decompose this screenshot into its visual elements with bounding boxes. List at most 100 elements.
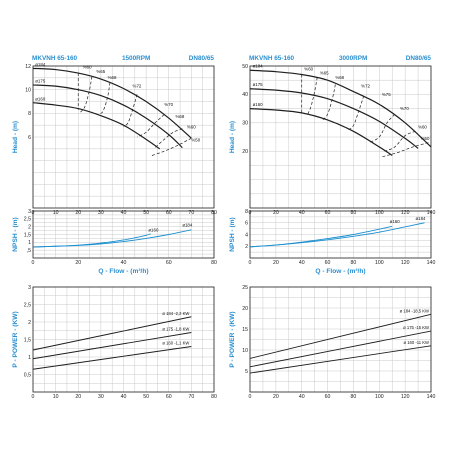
chart-size-label: DN80/65	[189, 55, 215, 62]
x-tick-label: 80	[351, 394, 357, 400]
y-tick-label: 1,5	[24, 337, 31, 343]
efficiency-curve	[136, 114, 165, 138]
curve-annotation: ø160	[148, 227, 159, 232]
y-tick-label: 2,5	[24, 217, 31, 223]
y-tick-label: 2,5	[24, 302, 31, 308]
x-tick-label: 20	[75, 394, 81, 400]
curve-annotation: ø184	[35, 62, 46, 67]
grid-lines	[249, 65, 432, 209]
y-tick-label: 15	[242, 327, 248, 333]
x-tick-label: 50	[143, 394, 149, 400]
y-tick-labels: 6 8 10 12	[25, 64, 31, 141]
chart-model-title: MKVNH 65-160	[249, 55, 295, 62]
curve-annotation: ø175	[35, 79, 46, 84]
curve-annotation: %72	[361, 83, 370, 88]
grid-lines	[32, 65, 215, 209]
grid-lines	[249, 286, 432, 393]
y-tick-labels: ,5 1 1,5 22,5 3	[24, 209, 31, 254]
x-tick-label: 100	[375, 260, 384, 266]
curve-annotation: ø184	[182, 223, 193, 228]
chart-size-label: DN80/65	[406, 55, 432, 62]
y-tick-label: 1	[28, 240, 31, 246]
curve-annotation: %60	[418, 124, 427, 129]
c4-head-chart: MKVNH 65-1603000RPMDN80/6502040608010012…	[229, 55, 435, 216]
y-tick-label: 8	[28, 111, 31, 117]
plot-frame	[249, 65, 432, 209]
y-tick-label: 5	[245, 369, 248, 375]
x-tick-label: 120	[401, 394, 410, 400]
efficiency-curve	[306, 77, 318, 116]
series-line	[32, 102, 161, 150]
curve-annotation: %72	[133, 83, 142, 88]
series-label: ø 175 -1,8 KW	[162, 327, 189, 332]
y-tick-label: 2	[28, 320, 31, 326]
x-axis-label: Q - Flow - (m³/h)	[315, 268, 365, 275]
plot-frame	[249, 210, 432, 259]
y-tick-label: 10	[25, 87, 31, 93]
y-tick-label: 0,5	[24, 372, 31, 378]
y-tick-label: 8	[245, 209, 248, 215]
x-tick-labels: 0 10 20 30 40 50 60 70 80	[32, 394, 217, 400]
y-tick-label: 3	[28, 285, 31, 291]
series-line	[249, 108, 393, 156]
series-lines: ø 184 -18,5 KW ø 175 -15 KW ø 160 -11 KW	[249, 308, 432, 374]
x-tick-label: 40	[121, 260, 127, 266]
curve-annotations: ø184 ø175 ø160 %60 %65 %68 %72 %75 %70 %60 %50	[253, 63, 430, 140]
series-line	[249, 225, 393, 248]
x-tick-label: 80	[351, 260, 357, 266]
y-tick-label: 6	[28, 135, 31, 141]
y-tick-label: 2	[245, 244, 248, 250]
series-label: ø 184 -18,5 KW	[400, 308, 429, 313]
x-tick-label: 30	[98, 394, 104, 400]
y-tick-label: ,5	[27, 248, 31, 254]
x-tick-label: 80	[211, 260, 217, 266]
y-tick-label: 6	[245, 221, 248, 227]
curve-annotation: %70	[164, 102, 173, 107]
efficiency-curve	[123, 94, 138, 127]
series-line	[249, 330, 432, 368]
efficiency-curve	[154, 128, 183, 148]
curve-annotation: %65	[320, 71, 329, 76]
chart-speed-label: 1500RPM	[122, 55, 150, 62]
series-line	[32, 84, 183, 149]
curve-annotation: ø184	[253, 63, 264, 68]
series-line	[249, 69, 432, 148]
series-label: ø 175 -15 KW	[403, 325, 429, 330]
c2-npsh-chart: 0 20 40 60 80 ,5 1 1,5 22,5 3 NPSH - (m) Q - Flow -…	[12, 209, 217, 275]
curve-annotation: %60	[304, 66, 313, 71]
x-tick-label: 0	[32, 260, 35, 266]
x-axis-label: Q - Flow - (m³/h)	[98, 268, 148, 275]
series-label: ø 160 -11 KW	[403, 340, 429, 345]
efficiency-curves	[77, 73, 192, 157]
series-line	[32, 346, 192, 370]
y-tick-label: 4	[245, 232, 248, 238]
x-tick-label: 0	[249, 394, 252, 400]
efficiency-curve	[80, 76, 93, 113]
curve-annotations: ø160 ø184	[390, 216, 426, 224]
efficiency-curve	[348, 95, 365, 131]
curve-annotation: %50	[191, 138, 200, 143]
x-tick-label: 40	[299, 260, 305, 266]
grid-lines	[249, 210, 432, 259]
y-tick-label: 50	[242, 64, 248, 70]
series-line	[32, 233, 151, 248]
curve-annotation: %60	[83, 64, 92, 69]
series-lines: ø 184 -2,2 KW ø 175 -1,8 KW ø 160 -1,1 KW	[32, 311, 192, 370]
y-tick-label: 1	[28, 355, 31, 361]
x-tick-label: 10	[53, 394, 59, 400]
x-tick-label: 20	[273, 260, 279, 266]
grid-lines	[32, 286, 215, 393]
c1-head-chart: MKVNH 65-1601500RPMDN80/6501020304050607…	[12, 55, 217, 216]
y-tick-label: 20	[242, 306, 248, 312]
x-tick-label: 20	[273, 394, 279, 400]
curve-annotations: ø160 ø184	[148, 223, 193, 233]
x-tick-label: 60	[166, 260, 172, 266]
y-tick-label: 12	[25, 64, 31, 70]
y-tick-labels: 2 4 6 8	[245, 209, 248, 250]
x-tick-label: 70	[188, 394, 194, 400]
curve-annotation: ø160	[35, 96, 46, 101]
x-tick-label: 100	[375, 394, 384, 400]
c6-power-chart: 0 20 40 60 80 100 120 140 5 10 15 20 25 P - POWER - (…	[229, 285, 435, 400]
